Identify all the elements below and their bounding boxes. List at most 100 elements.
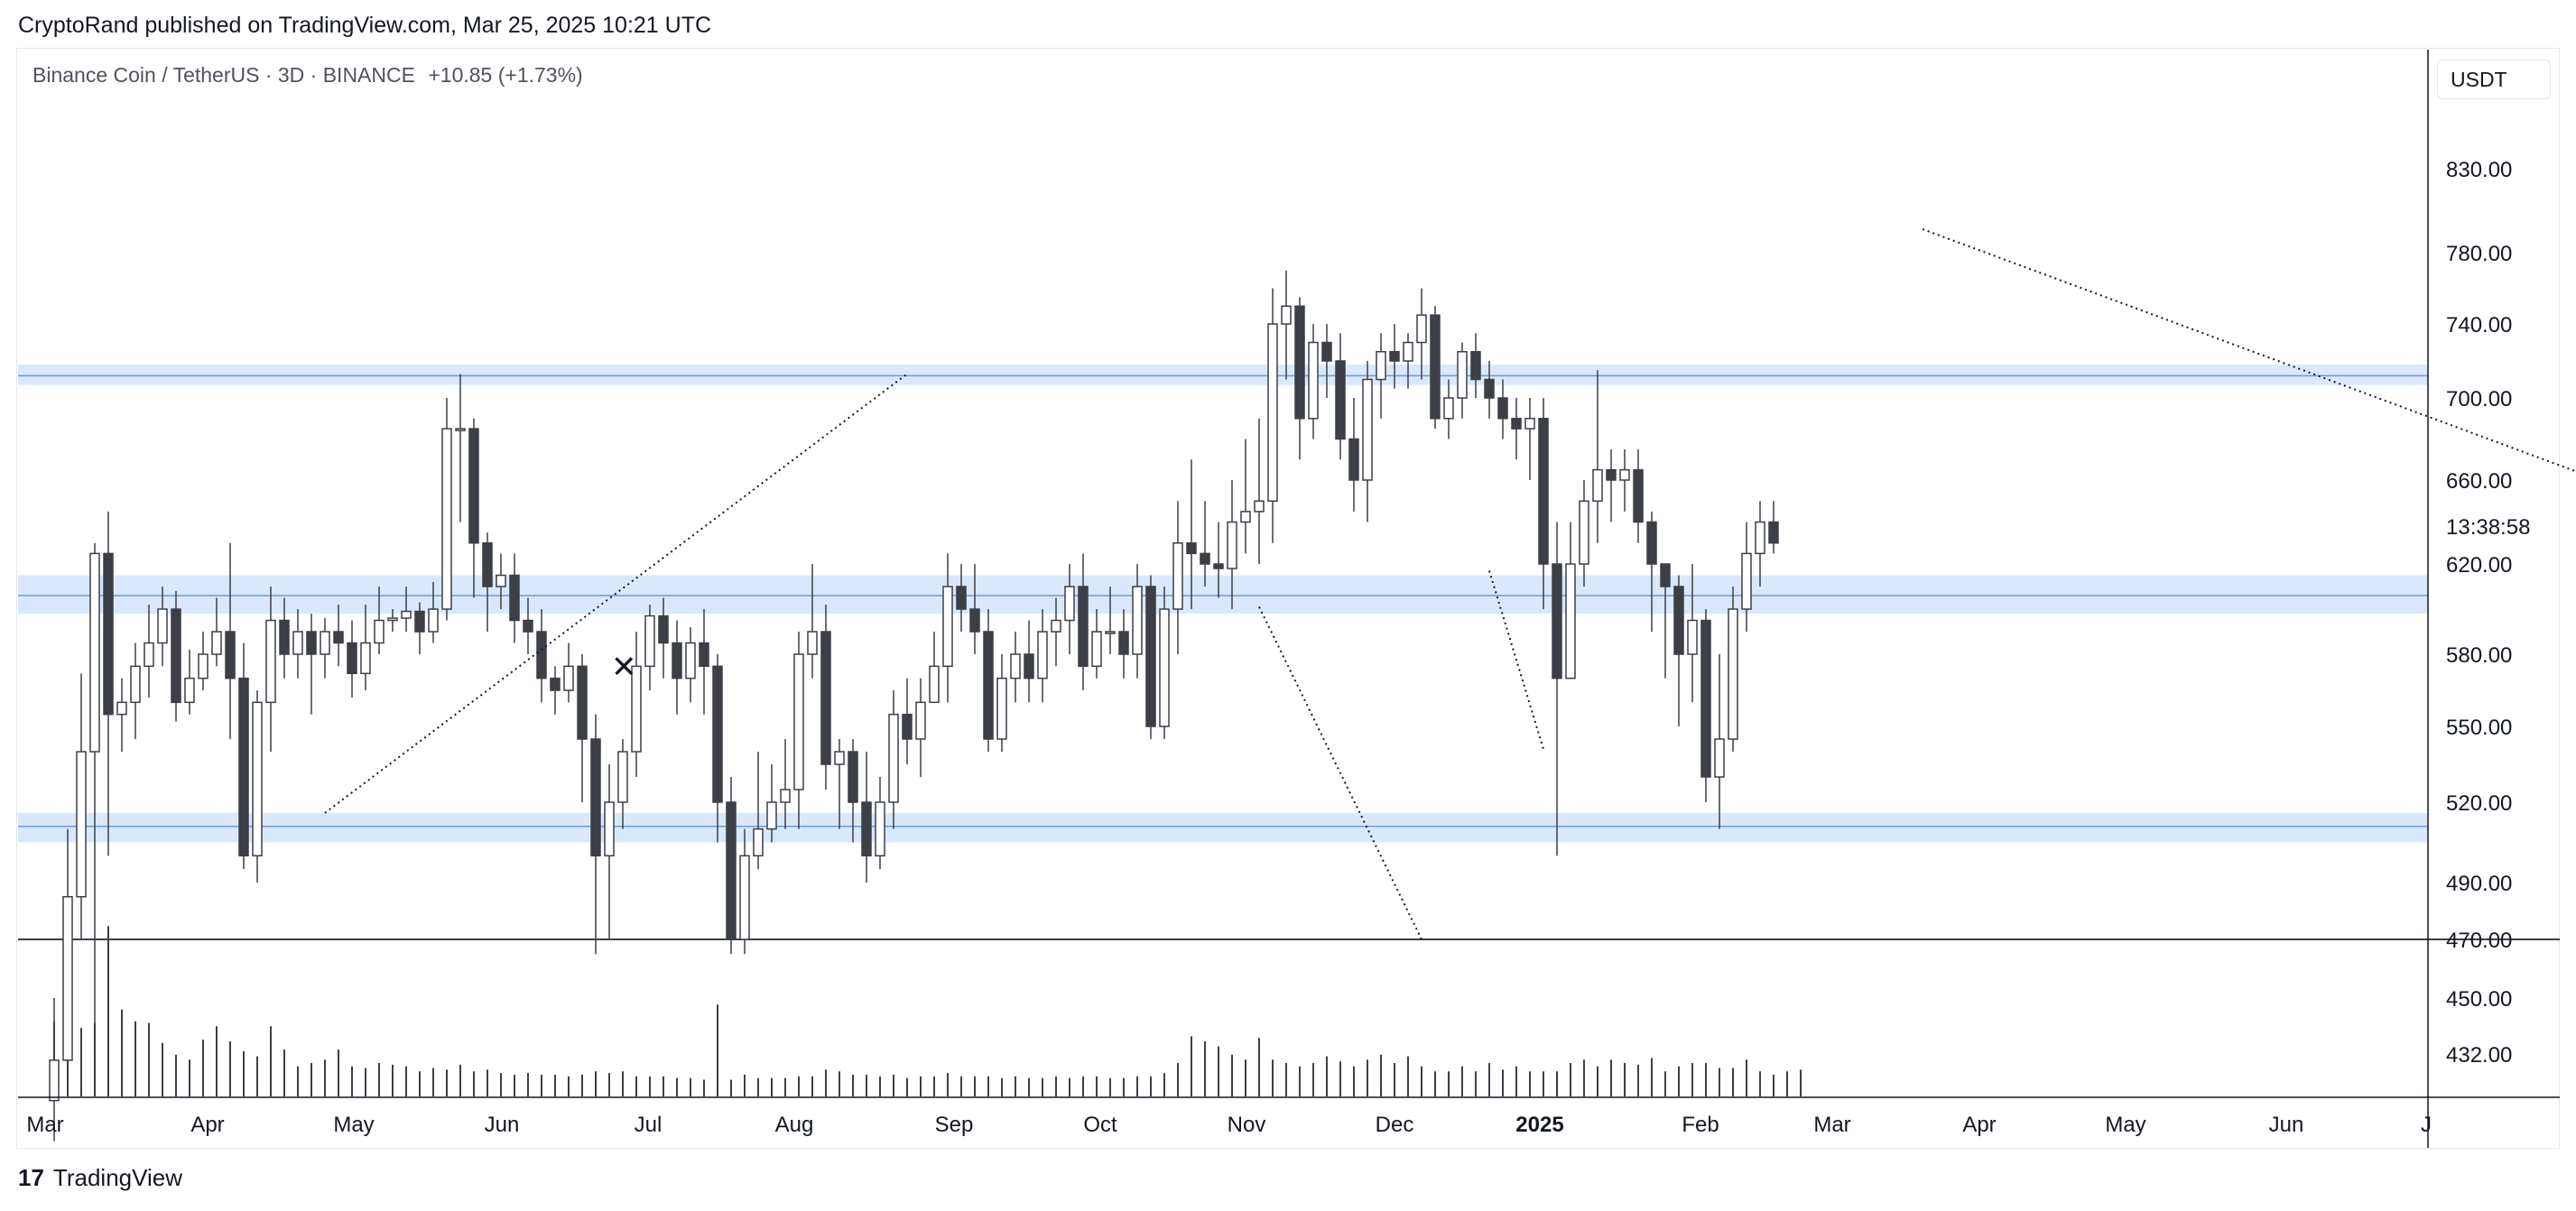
candle-body	[198, 653, 208, 679]
candle-body	[1294, 305, 1305, 420]
candle-body	[401, 610, 412, 619]
candle	[1078, 553, 1089, 690]
candle	[1606, 448, 1617, 522]
x-tick-label: J	[2421, 1113, 2432, 1137]
candle-body	[1619, 468, 1630, 481]
candle-body	[1579, 500, 1589, 565]
candle-body	[279, 619, 290, 655]
candle	[211, 597, 222, 667]
candle	[820, 605, 831, 790]
candle-body	[1348, 438, 1359, 481]
candle-body	[672, 642, 682, 679]
candle	[861, 752, 872, 883]
volume-bar	[500, 1073, 502, 1096]
candle-body	[1064, 586, 1075, 622]
volume-bar	[405, 1066, 407, 1096]
candle	[942, 553, 953, 703]
candle-body	[1511, 418, 1522, 430]
volume-bar	[771, 1077, 773, 1096]
candle-body	[333, 631, 344, 644]
volume-bar	[270, 1026, 272, 1096]
candle-body	[1308, 341, 1319, 420]
volume-bar	[1773, 1074, 1774, 1096]
candle	[1159, 587, 1170, 739]
candle	[428, 582, 439, 643]
currency-button[interactable]: USDT	[2437, 60, 2551, 99]
candle	[1294, 297, 1305, 460]
candle	[482, 532, 493, 632]
candle-body	[820, 631, 831, 765]
y-tick-label: 620.00	[2446, 553, 2512, 578]
volume-bar	[1245, 1059, 1246, 1096]
candle-body	[631, 665, 642, 753]
candle-body	[496, 574, 506, 587]
volume-bar	[1651, 1058, 1653, 1096]
volume-bar	[554, 1074, 556, 1096]
tradingview-footer[interactable]: 17 TradingView	[18, 1164, 182, 1192]
candle-body	[1687, 619, 1698, 655]
candle	[144, 605, 154, 698]
volume-bar	[1421, 1066, 1422, 1096]
candle-body	[482, 542, 493, 587]
candle	[536, 609, 547, 703]
candle	[644, 605, 655, 690]
volume-bar	[216, 1026, 218, 1096]
candle-body	[523, 619, 533, 633]
volume-bar	[676, 1077, 678, 1096]
y-tick-label: 490.00	[2446, 872, 2512, 896]
candle-body	[915, 701, 926, 740]
candle-body	[1254, 500, 1265, 513]
volume-bar	[1610, 1059, 1612, 1096]
x-tick-label: Jun	[2269, 1113, 2304, 1137]
volume-bar	[324, 1059, 326, 1096]
volume-bar	[622, 1071, 624, 1096]
candle-body	[441, 428, 452, 610]
candle	[1497, 379, 1508, 439]
candle	[739, 828, 750, 955]
candle	[848, 739, 858, 843]
volume-bar	[1448, 1071, 1450, 1096]
candle-body	[550, 677, 561, 691]
volume-bar	[1407, 1056, 1409, 1096]
candle-body	[1565, 563, 1576, 679]
candlestick-chart[interactable]: ✕ 830.00 780.00 740.00 700.00 660.00 620.00 58…	[0, 0, 2576, 1164]
candle-body	[753, 827, 764, 857]
volume-bar	[243, 1051, 245, 1096]
candle	[1714, 654, 1725, 829]
volume-bar	[1123, 1077, 1125, 1096]
volume-bar	[1136, 1076, 1138, 1096]
volume-bar	[893, 1074, 894, 1096]
candle	[347, 620, 357, 698]
volume-bar	[1096, 1076, 1098, 1096]
volume-bar	[1719, 1068, 1720, 1096]
volume-bar	[852, 1074, 854, 1096]
volume-bar	[581, 1074, 583, 1096]
candle-body	[1457, 351, 1468, 399]
volume-bar	[148, 1022, 150, 1096]
volume-bar	[730, 1079, 732, 1096]
volume-bar	[1258, 1038, 1260, 1096]
candle	[1091, 609, 1102, 679]
candle-body	[1200, 552, 1210, 565]
volume-bar	[1434, 1071, 1436, 1096]
volume-bar	[1583, 1059, 1585, 1096]
candle	[184, 650, 195, 715]
candle-body	[76, 751, 87, 898]
candle	[1579, 480, 1589, 587]
candle-body	[360, 642, 371, 675]
volume-bar	[1367, 1059, 1368, 1096]
candle-body	[157, 608, 168, 644]
volume-bar	[1515, 1066, 1517, 1096]
candle-body	[252, 701, 263, 857]
volume-bar	[189, 1059, 190, 1096]
volume-bar	[432, 1068, 434, 1096]
symbol-name: Binance Coin / TetherUS · 3D · BINANCE	[32, 63, 415, 87]
candle	[1186, 459, 1197, 609]
tradingview-logo-icon: 17	[18, 1164, 44, 1191]
candle-body	[1132, 586, 1143, 655]
candle	[1538, 398, 1549, 609]
candle-body	[888, 713, 899, 803]
candle	[171, 591, 181, 722]
volume-bar	[920, 1076, 922, 1096]
candle-body	[89, 552, 100, 753]
